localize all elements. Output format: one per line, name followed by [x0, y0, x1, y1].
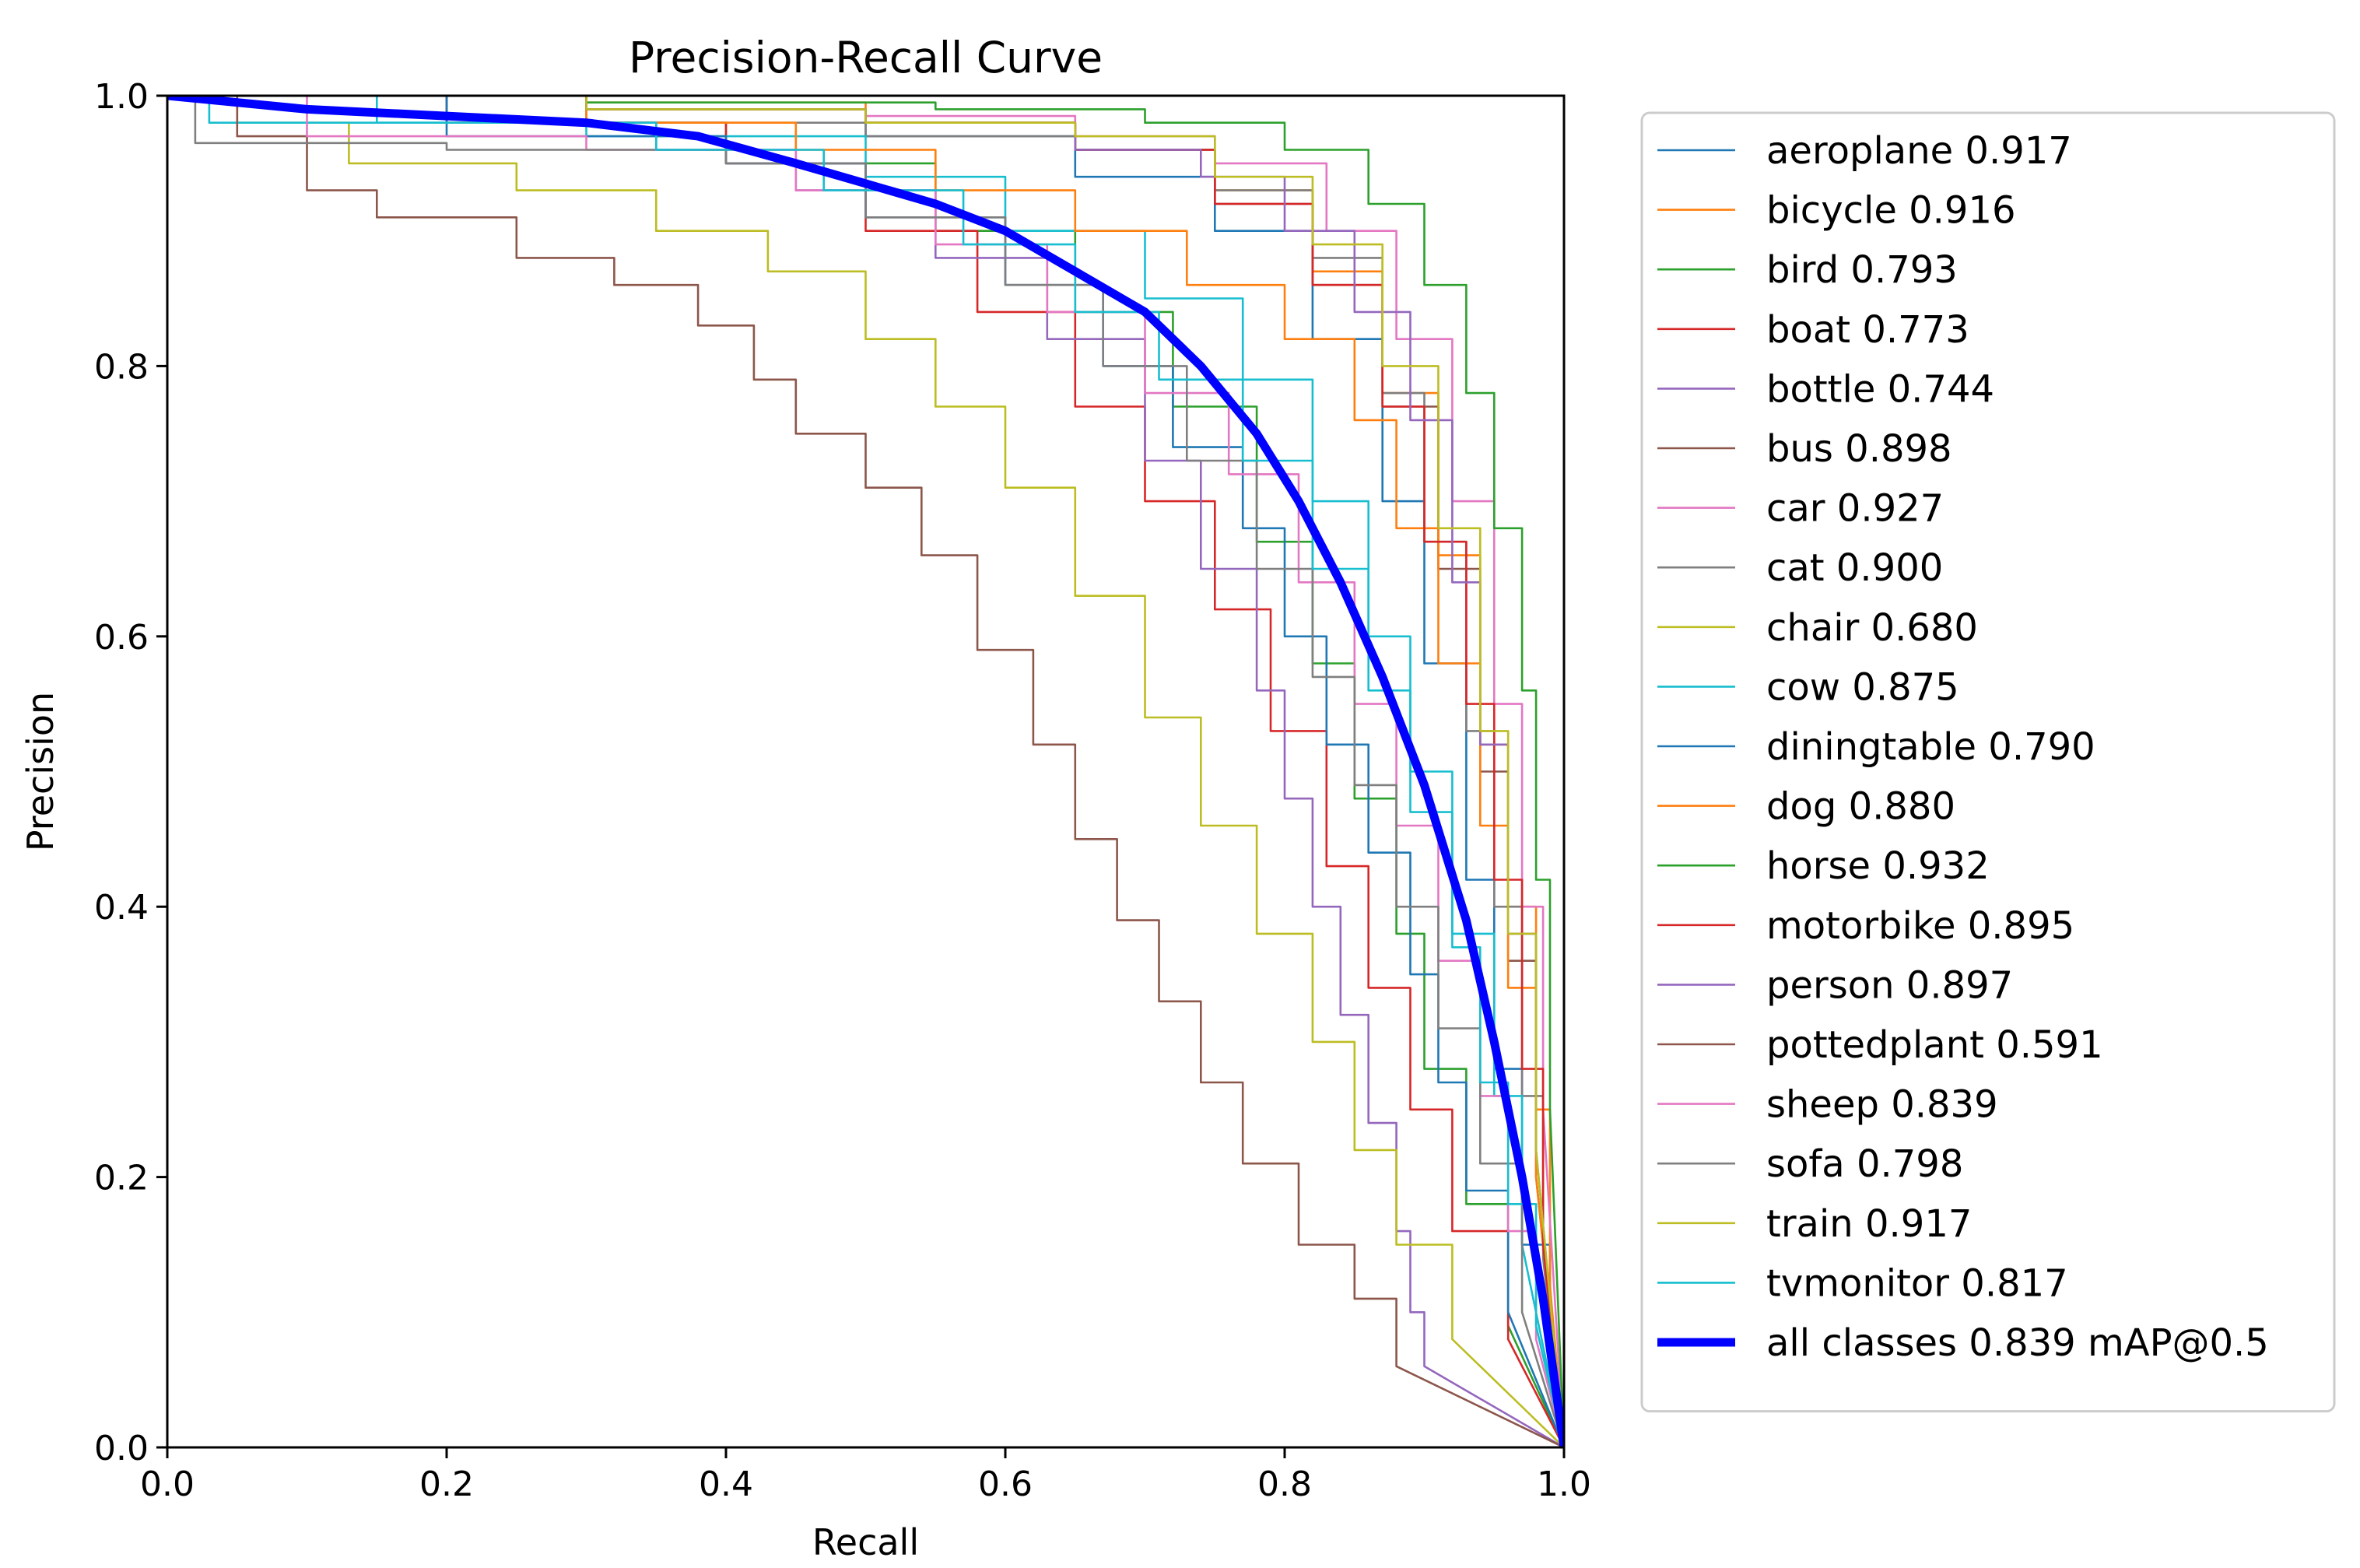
legend-item: person 0.897	[1657, 963, 2013, 1007]
legend-label: boat 0.773	[1766, 308, 1969, 352]
legend-item: boat 0.773	[1657, 308, 1969, 352]
legend-item: bird 0.793	[1657, 248, 1958, 292]
legend-item: aeroplane 0.917	[1657, 129, 2072, 173]
legend-label: cow 0.875	[1766, 665, 1959, 709]
legend-item: train 0.917	[1657, 1202, 1972, 1246]
legend-label: dog 0.880	[1766, 785, 1955, 829]
x-tick-label: 0.4	[699, 1465, 753, 1504]
series-line-pottedplant	[167, 96, 1564, 1447]
y-tick-label: 0.2	[94, 1159, 149, 1198]
legend-label: horse 0.932	[1766, 844, 1990, 888]
x-tick-label: 1.0	[1537, 1465, 1591, 1504]
series-line-chair	[167, 96, 1564, 1447]
x-tick-label: 0.6	[978, 1465, 1033, 1504]
x-tick-label: 0.0	[140, 1465, 195, 1504]
legend-label: pottedplant 0.591	[1766, 1023, 2103, 1067]
legend-label: car 0.927	[1766, 487, 1944, 531]
y-tick-label: 0.8	[94, 347, 149, 387]
legend-item: car 0.927	[1657, 487, 1944, 531]
legend-label: cat 0.900	[1766, 546, 1943, 590]
legend-label: person 0.897	[1766, 963, 2013, 1007]
legend-label: diningtable 0.790	[1766, 725, 2095, 769]
legend-item: pottedplant 0.591	[1657, 1023, 2103, 1067]
y-tick-label: 0.0	[94, 1429, 149, 1468]
x-tick-label: 0.2	[419, 1465, 474, 1504]
legend-label: aeroplane 0.917	[1766, 129, 2072, 173]
legend-item: chair 0.680	[1657, 606, 1978, 650]
legend-item: all classes 0.839 mAP@0.5	[1657, 1321, 2269, 1365]
legend-item: motorbike 0.895	[1657, 904, 2074, 948]
legend-label: sofa 0.798	[1766, 1142, 1963, 1186]
legend-label: bicycle 0.916	[1766, 189, 2016, 233]
legend-label: tvmonitor 0.817	[1766, 1261, 2068, 1305]
x-axis: 0.0 0.2 0.4 0.6 0.8 1.0	[140, 1447, 1591, 1504]
y-tick-label: 1.0	[94, 77, 149, 117]
legend-item: diningtable 0.790	[1657, 725, 2095, 769]
legend-item: tvmonitor 0.817	[1657, 1261, 2068, 1305]
legend-item: bus 0.898	[1657, 427, 1952, 471]
legend-item: cat 0.900	[1657, 546, 1943, 590]
plot-frame	[166, 94, 1566, 1449]
legend-label: bus 0.898	[1766, 427, 1952, 471]
legend-box	[1640, 111, 2336, 1413]
legend: aeroplane 0.917 bicycle 0.916 bird 0.793 bo…	[1640, 111, 2336, 1413]
legend-label: motorbike 0.895	[1766, 904, 2074, 948]
series-line-train	[167, 96, 1564, 1447]
legend-item: bicycle 0.916	[1657, 189, 2016, 233]
chart-title: Precision-Recall Curve	[629, 33, 1103, 82]
legend-label: bird 0.793	[1766, 248, 1958, 292]
series-layer	[167, 96, 1564, 1447]
y-axis: 0.0 0.2 0.4 0.6 0.8 1.0	[94, 77, 167, 1468]
y-axis-label: Precision	[19, 692, 61, 851]
legend-item: horse 0.932	[1657, 844, 1990, 888]
x-tick-label: 0.8	[1257, 1465, 1312, 1504]
legend-item: sheep 0.839	[1657, 1083, 1998, 1127]
x-axis-label: Recall	[812, 1521, 919, 1563]
legend-label: all classes 0.839 mAP@0.5	[1766, 1321, 2269, 1365]
legend-label: chair 0.680	[1766, 606, 1978, 650]
y-tick-label: 0.4	[94, 888, 149, 928]
legend-item: dog 0.880	[1657, 785, 1955, 829]
legend-label: train 0.917	[1766, 1202, 1972, 1246]
legend-item: sofa 0.798	[1657, 1142, 1963, 1186]
legend-label: bottle 0.744	[1766, 367, 1994, 411]
y-tick-label: 0.6	[94, 618, 149, 658]
series-line-all-classes	[167, 96, 1564, 1447]
legend-item: cow 0.875	[1657, 665, 1959, 709]
legend-item: bottle 0.744	[1657, 367, 1994, 411]
series-line-horse	[167, 96, 1564, 1447]
legend-label: sheep 0.839	[1766, 1083, 1998, 1127]
